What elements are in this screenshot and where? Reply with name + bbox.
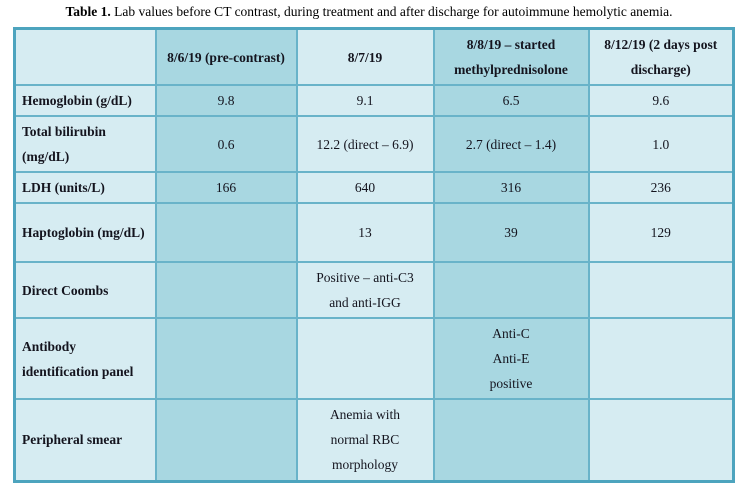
cell-smear-c3 [432, 398, 590, 482]
column-header-post-discharge: 8/12/19 (2 days post discharge) [587, 27, 735, 86]
cell-ldh-c3: 316 [432, 171, 590, 204]
row-label-peripheral-smear: Peripheral smear [13, 398, 157, 482]
cell-hemoglobin-c2: 9.1 [295, 84, 435, 117]
cell-bilirubin-c1: 0.6 [154, 115, 298, 173]
table-row-ldh: LDH (units/L) 166 640 316 236 [13, 171, 735, 204]
cell-antibody-c1 [154, 317, 298, 400]
cell-coombs-c4 [587, 261, 735, 319]
lab-values-table: 8/6/19 (pre-contrast) 8/7/19 8/8/19 – st… [13, 27, 735, 483]
row-label-haptoglobin: Haptoglobin (mg/dL) [13, 202, 157, 263]
cell-hemoglobin-c4: 9.6 [587, 84, 735, 117]
cell-hemoglobin-c1: 9.8 [154, 84, 298, 117]
row-label-direct-coombs: Direct Coombs [13, 261, 157, 319]
row-label-total-bilirubin: Total bilirubin (mg/dL) [13, 115, 157, 173]
cell-ldh-c4: 236 [587, 171, 735, 204]
cell-coombs-c3 [432, 261, 590, 319]
cell-antibody-c2 [295, 317, 435, 400]
cell-hemoglobin-c3: 6.5 [432, 84, 590, 117]
cell-haptoglobin-c3: 39 [432, 202, 590, 263]
table-caption: Table 1. Lab values before CT contrast, … [0, 3, 738, 21]
row-label-ldh: LDH (units/L) [13, 171, 157, 204]
cell-smear-c1 [154, 398, 298, 482]
column-header-empty [13, 27, 157, 86]
cell-antibody-c4 [587, 317, 735, 400]
column-header-precontrast: 8/6/19 (pre-contrast) [154, 27, 298, 86]
cell-bilirubin-c3: 2.7 (direct – 1.4) [432, 115, 590, 173]
header-row: 8/6/19 (pre-contrast) 8/7/19 8/8/19 – st… [13, 27, 735, 86]
cell-haptoglobin-c1 [154, 202, 298, 263]
cell-coombs-c2: Positive – anti-C3 and anti-IGG [295, 261, 435, 319]
cell-antibody-c3: Anti-C Anti-E positive [432, 317, 590, 400]
table-row-direct-coombs: Direct Coombs Positive – anti-C3 and ant… [13, 261, 735, 319]
cell-bilirubin-c4: 1.0 [587, 115, 735, 173]
table-caption-label: Table 1. [65, 4, 111, 19]
cell-bilirubin-c2: 12.2 (direct – 6.9) [295, 115, 435, 173]
table-row-total-bilirubin: Total bilirubin (mg/dL) 0.6 12.2 (direct… [13, 115, 735, 173]
table-row-haptoglobin: Haptoglobin (mg/dL) 13 39 129 [13, 202, 735, 263]
table-caption-text: Lab values before CT contrast, during tr… [110, 4, 673, 19]
cell-haptoglobin-c2: 13 [295, 202, 435, 263]
column-header-methylprednisolone: 8/8/19 – started methylprednisolone [432, 27, 590, 86]
cell-ldh-c2: 640 [295, 171, 435, 204]
cell-ldh-c1: 166 [154, 171, 298, 204]
cell-haptoglobin-c4: 129 [587, 202, 735, 263]
column-header-8-7-19: 8/7/19 [295, 27, 435, 86]
table-row-antibody-panel: Antibody identification panel Anti-C Ant… [13, 317, 735, 400]
row-label-hemoglobin: Hemoglobin (g/dL) [13, 84, 157, 117]
table-row-hemoglobin: Hemoglobin (g/dL) 9.8 9.1 6.5 9.6 [13, 84, 735, 117]
cell-coombs-c1 [154, 261, 298, 319]
table-row-peripheral-smear: Peripheral smear Anemia with normal RBC … [13, 398, 735, 482]
row-label-antibody-panel: Antibody identification panel [13, 317, 157, 400]
cell-smear-c4 [587, 398, 735, 482]
cell-smear-c2: Anemia with normal RBC morphology [295, 398, 435, 482]
